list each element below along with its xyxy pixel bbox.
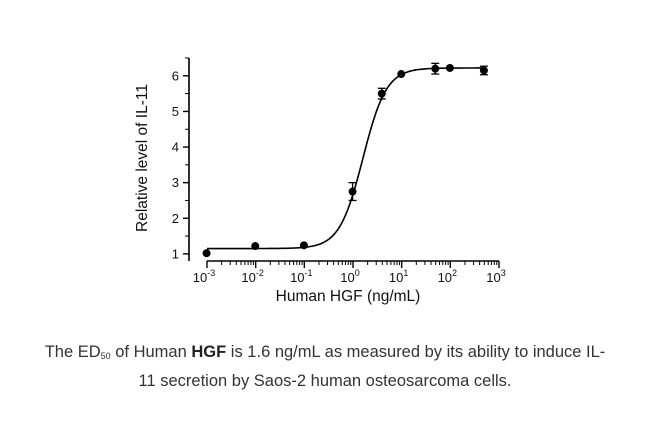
- data-point: [348, 187, 357, 196]
- x-axis-title: Human HGF (ng/mL): [276, 288, 421, 305]
- y-tick-label: 6: [172, 68, 179, 83]
- x-tick-label: 102: [438, 268, 457, 285]
- data-point-group: [431, 62, 440, 75]
- caption-bold-protein: HGF: [191, 343, 227, 361]
- fit-curve: [207, 67, 485, 250]
- x-tick-label: 103: [486, 268, 505, 285]
- x-tick-base: 10: [193, 270, 207, 285]
- y-tick-label: 5: [172, 104, 179, 119]
- y-axis-title: Relative level of IL-11: [134, 84, 151, 232]
- x-axis: 10-3 10-2 10-1 100 101 102 103: [193, 260, 506, 285]
- data-points-layer: [202, 62, 488, 258]
- x-tick-label: 100: [340, 268, 359, 285]
- x-tick-base: 10: [290, 270, 304, 285]
- data-point-group: [397, 70, 406, 79]
- x-tick-label: 10-1: [290, 268, 312, 285]
- x-tick-base: 10: [486, 270, 500, 285]
- data-point-group: [251, 242, 260, 251]
- data-point-group: [348, 181, 357, 202]
- data-point: [202, 249, 211, 258]
- x-tick-label: 101: [389, 268, 408, 285]
- x-tick-exponent: 0: [355, 268, 360, 278]
- y-tick-label: 1: [172, 246, 179, 261]
- x-tick-label: 10-2: [241, 268, 263, 285]
- data-point: [445, 63, 454, 72]
- y-axis: 1 2 3 4 5 6: [172, 57, 190, 261]
- y-tick-label: 3: [172, 175, 179, 190]
- data-point-group: [479, 65, 488, 76]
- data-point-group: [202, 249, 211, 258]
- x-tick-base: 10: [241, 270, 255, 285]
- x-tick-base: 10: [340, 270, 354, 285]
- x-tick-exponent: 3: [501, 268, 506, 278]
- data-point: [377, 89, 386, 98]
- x-tick-exponent: 2: [452, 268, 457, 278]
- x-tick-base: 10: [438, 270, 452, 285]
- caption-text-2: of Human: [110, 343, 192, 361]
- data-point: [299, 241, 308, 250]
- y-tick-label: 2: [172, 211, 179, 226]
- data-point: [479, 66, 488, 75]
- caption-text-3: is 1.6 ng/mL as measured by its ability …: [138, 343, 606, 390]
- x-tick-exponent: 1: [403, 268, 408, 278]
- y-tick-label: 4: [172, 140, 179, 155]
- x-tick-base: 10: [389, 270, 403, 285]
- data-point: [397, 70, 406, 79]
- caption-subscript: 50: [100, 351, 111, 361]
- data-point-group: [445, 63, 454, 72]
- x-tick-exponent: -3: [207, 268, 215, 278]
- x-tick-exponent: -1: [305, 268, 313, 278]
- figure-caption: The ED50 of Human HGF is 1.6 ng/mL as me…: [40, 338, 610, 396]
- data-point: [251, 242, 260, 251]
- caption-text-1: The ED: [44, 343, 101, 361]
- x-tick-label: 10-3: [193, 268, 215, 285]
- data-point: [431, 64, 440, 73]
- fit-curve-layer: [207, 67, 485, 250]
- x-tick-exponent: -2: [256, 268, 264, 278]
- data-point-group: [377, 87, 386, 100]
- data-point-group: [299, 241, 308, 250]
